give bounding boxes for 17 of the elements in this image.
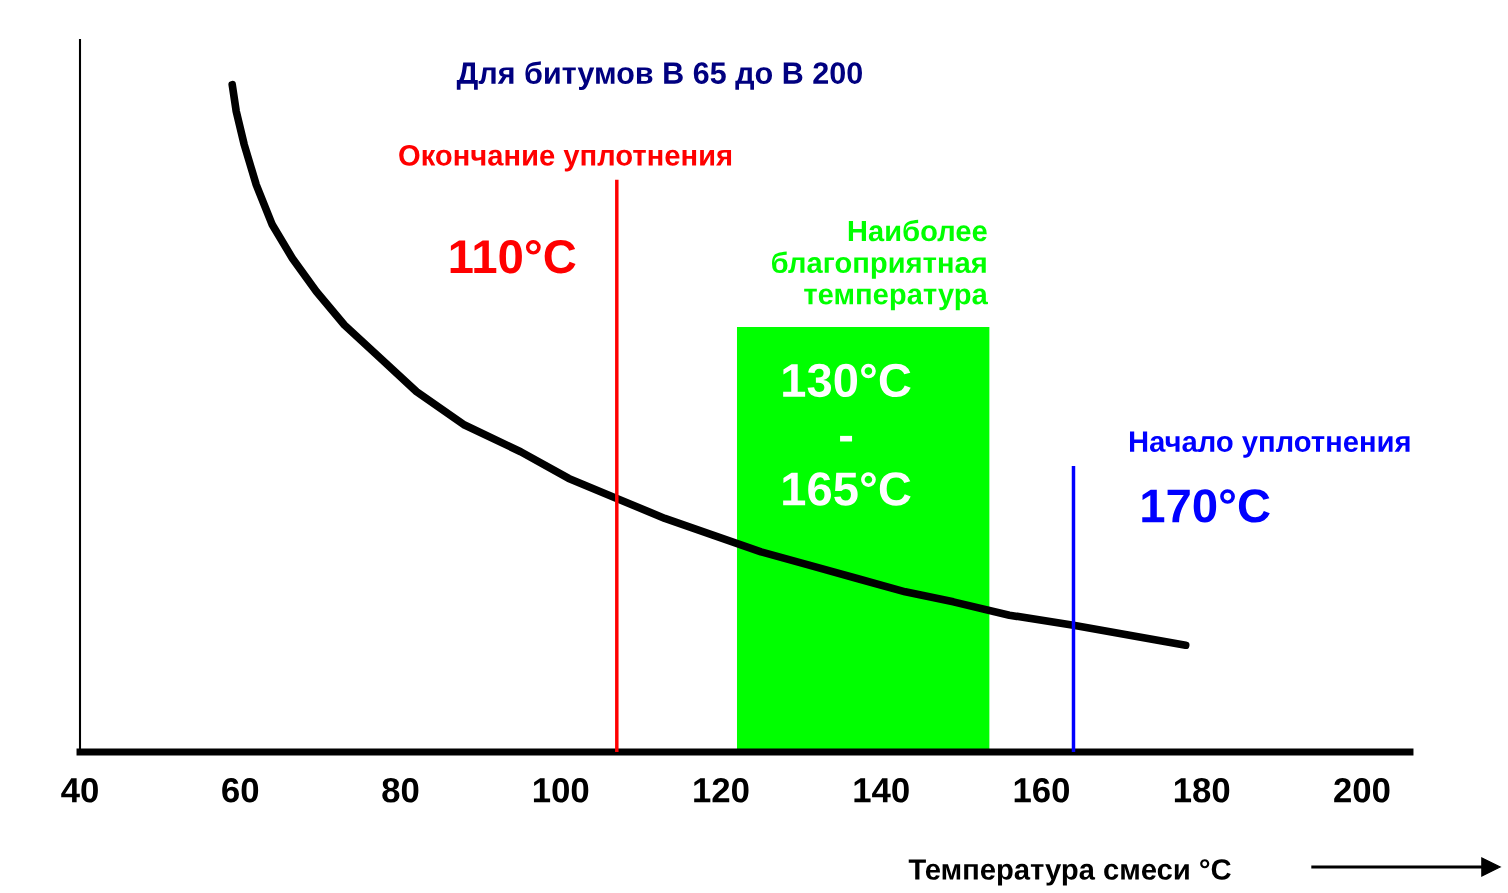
x-tick-label: 80 (382, 777, 419, 803)
x-tick-label: 160 (1014, 777, 1069, 803)
ref-line-label: Начало уплотнения (1129, 431, 1410, 458)
band-label: Наиболее благоприятная температура (771, 219, 988, 311)
annotation: 130°C - 165°C (783, 363, 911, 506)
x-tick-label: 40 (61, 777, 98, 803)
x-tick-label: 60 (222, 777, 259, 803)
ref-line-label: Окончание уплотнения (399, 145, 732, 172)
chart-title: Для битумов В 65 до В 200 (456, 61, 862, 90)
annotation: 170°C (1142, 489, 1270, 523)
x-tick-label: 120 (694, 777, 749, 803)
annotation: 110°C (450, 239, 576, 274)
x-tick-label: 140 (854, 777, 909, 803)
x-axis-title: Температура смеси °C (908, 859, 1231, 886)
x-tick-label: 100 (533, 777, 589, 803)
x-tick-label: 180 (1174, 777, 1230, 803)
x-tick-label: 200 (1334, 777, 1390, 803)
